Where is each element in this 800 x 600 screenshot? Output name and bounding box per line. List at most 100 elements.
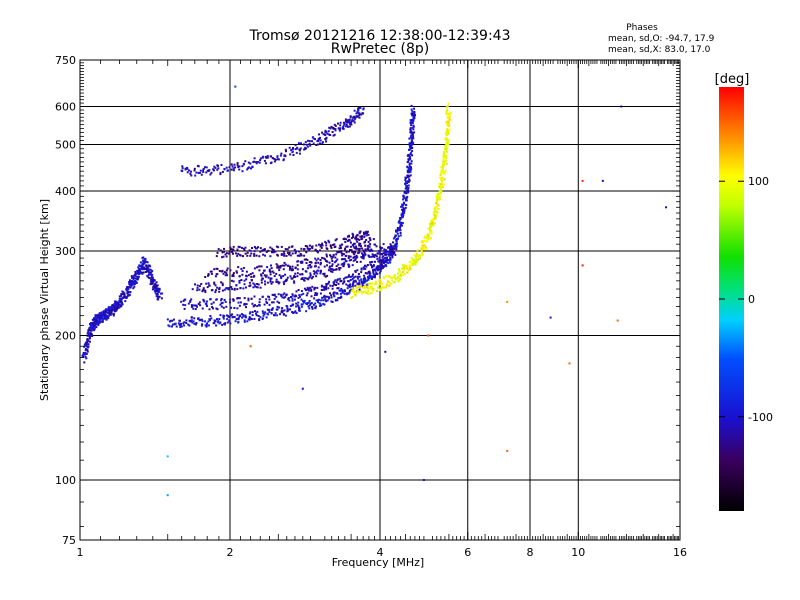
trace-point xyxy=(357,115,360,118)
trace-point xyxy=(331,131,334,133)
trace-point xyxy=(93,316,96,319)
scatter-point xyxy=(422,479,425,481)
trace-point xyxy=(353,292,356,295)
trace-point xyxy=(359,242,362,245)
trace-point xyxy=(429,225,431,228)
trace-point xyxy=(381,256,384,259)
trace-point xyxy=(369,275,372,278)
trace-point xyxy=(350,288,353,291)
trace-point xyxy=(427,227,430,230)
trace-point xyxy=(156,284,159,287)
trace-point xyxy=(349,249,351,251)
trace-point xyxy=(282,268,285,271)
trace-point xyxy=(347,235,350,237)
trace-point xyxy=(330,294,333,297)
trace-point xyxy=(239,287,242,290)
trace-point xyxy=(296,304,299,307)
trace-point xyxy=(232,245,235,248)
trace-point xyxy=(289,275,292,278)
trace-point xyxy=(269,255,272,258)
trace-point xyxy=(358,279,361,282)
trace-point xyxy=(352,119,355,122)
trace-point xyxy=(111,304,114,307)
trace-point xyxy=(320,246,323,249)
trace-point xyxy=(251,272,254,275)
trace-point xyxy=(300,290,303,292)
trace-point xyxy=(342,126,344,129)
trace-point xyxy=(412,124,415,127)
trace-point xyxy=(320,261,322,264)
trace-point xyxy=(292,303,295,306)
trace-point xyxy=(105,310,107,313)
trace-point xyxy=(226,314,228,317)
trace-point xyxy=(394,253,397,256)
trace-point xyxy=(229,322,232,325)
trace-point xyxy=(157,298,160,301)
trace-point xyxy=(232,273,235,276)
trace-point xyxy=(275,245,278,248)
trace-point xyxy=(120,300,123,303)
trace-point xyxy=(325,300,328,303)
trace-point xyxy=(223,250,226,253)
trace-point xyxy=(295,151,298,154)
trace-point xyxy=(286,276,289,279)
trace-point xyxy=(375,282,377,285)
trace-point xyxy=(364,290,367,293)
trace-point xyxy=(366,275,369,278)
trace-point xyxy=(264,311,267,314)
trace-point xyxy=(90,329,93,332)
trace-point xyxy=(199,304,202,307)
trace-point xyxy=(237,166,240,168)
trace-point xyxy=(440,172,443,175)
trace-point xyxy=(190,174,193,177)
trace-point xyxy=(158,290,161,293)
trace-point xyxy=(356,282,359,285)
trace-point xyxy=(96,322,99,325)
trace-point xyxy=(352,236,355,238)
trace-point xyxy=(415,257,418,260)
trace-point xyxy=(358,113,361,116)
trace-point xyxy=(277,158,280,161)
trace-point xyxy=(120,294,123,297)
trace-point xyxy=(312,275,315,278)
trace-point xyxy=(361,256,364,259)
trace-point xyxy=(331,301,334,303)
trace-point xyxy=(155,293,158,296)
trace-point xyxy=(181,167,184,170)
trace-point xyxy=(399,229,402,232)
trace-point xyxy=(435,202,438,204)
trace-point xyxy=(322,133,325,136)
trace-point xyxy=(213,322,216,325)
trace-point xyxy=(293,298,296,301)
grid-lines xyxy=(80,60,680,540)
trace-point xyxy=(409,145,412,148)
trace-point xyxy=(91,327,94,330)
trace-point xyxy=(223,271,226,274)
trace-point xyxy=(416,258,418,261)
trace-point xyxy=(333,246,336,248)
trace-point xyxy=(210,171,213,174)
trace-point xyxy=(370,248,373,251)
trace-point xyxy=(179,323,182,326)
trace-point xyxy=(447,131,450,134)
trace-point xyxy=(296,254,299,257)
trace-point xyxy=(284,263,287,266)
trace-point xyxy=(190,305,193,308)
trace-point xyxy=(316,272,319,275)
scatter-point xyxy=(581,264,584,267)
trace-point xyxy=(268,295,270,298)
trace-point xyxy=(406,174,409,177)
trace-point xyxy=(353,253,356,256)
trace-point xyxy=(352,256,355,259)
trace-point xyxy=(297,289,300,291)
trace-point xyxy=(178,319,181,322)
trace-point xyxy=(225,166,228,169)
trace-point xyxy=(101,319,104,322)
trace-point xyxy=(276,156,279,158)
trace-point xyxy=(169,319,172,322)
trace-point xyxy=(210,302,213,305)
trace-point xyxy=(250,275,253,278)
trace-point xyxy=(320,285,323,288)
trace-point xyxy=(287,297,290,299)
